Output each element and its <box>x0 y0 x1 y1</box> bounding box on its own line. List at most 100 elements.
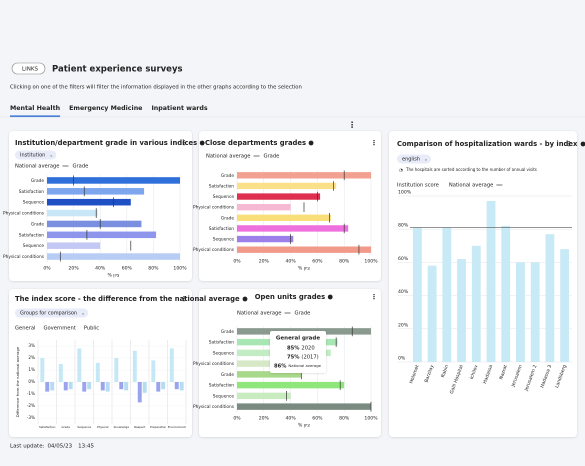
bar[interactable] <box>58 364 63 382</box>
charts: Institution/department grade in various … <box>3 139 585 429</box>
bar[interactable] <box>47 198 131 206</box>
category-label: Grade <box>221 329 234 335</box>
dropdown-label[interactable]: Groups for comparison <box>20 311 77 317</box>
bar[interactable] <box>237 204 291 211</box>
bar[interactable] <box>124 382 129 391</box>
bar[interactable] <box>87 382 92 390</box>
links-button[interactable] <box>11 62 46 75</box>
x-tick-label: 80% <box>148 266 159 272</box>
card-menu[interactable]: ⋮ <box>181 139 188 147</box>
legend-label: National average <box>449 183 494 189</box>
legend-label: National average <box>206 154 251 160</box>
bar[interactable] <box>412 227 422 362</box>
bar[interactable] <box>156 382 161 392</box>
bar[interactable] <box>95 362 100 382</box>
bar[interactable] <box>237 371 302 378</box>
y-tick-label: 20% <box>398 322 409 328</box>
bar[interactable] <box>560 249 570 362</box>
info-icon[interactable] <box>308 140 314 146</box>
bar[interactable] <box>545 234 555 362</box>
bar[interactable] <box>77 348 82 382</box>
bar[interactable] <box>151 360 156 382</box>
group-label: Grade <box>61 425 70 429</box>
category-label: Physical conditions <box>193 247 235 253</box>
bar[interactable] <box>237 392 291 400</box>
chart-title: Comparison of hospitalization wards - by… <box>397 140 578 148</box>
bar[interactable] <box>179 382 184 391</box>
x-tick-label: 20% <box>259 416 270 422</box>
bar[interactable] <box>471 245 481 362</box>
group-label: Respect <box>134 425 146 429</box>
bar[interactable] <box>47 220 142 228</box>
bar[interactable] <box>40 358 45 382</box>
legend-label: Grade <box>264 154 280 160</box>
info-icon[interactable] <box>580 141 585 147</box>
bar[interactable] <box>237 172 371 179</box>
bar[interactable] <box>237 214 331 221</box>
dropdown[interactable] <box>15 150 57 160</box>
tab[interactable]: Inpatient wards <box>151 105 207 112</box>
tab[interactable]: Mental Health <box>10 105 60 112</box>
bar[interactable] <box>530 262 540 362</box>
bar[interactable] <box>50 382 55 391</box>
bar[interactable] <box>142 382 147 393</box>
bar[interactable] <box>501 225 511 362</box>
bar[interactable] <box>427 265 437 362</box>
links-label[interactable]: LINKS <box>22 67 38 73</box>
bar[interactable] <box>47 242 101 249</box>
bar[interactable] <box>100 382 105 391</box>
info-icon[interactable] <box>327 294 333 300</box>
bar[interactable] <box>237 193 321 200</box>
bar[interactable] <box>137 382 142 403</box>
bar[interactable] <box>47 209 98 217</box>
bar[interactable] <box>442 227 452 362</box>
tab[interactable]: Emergency Medicine <box>69 105 142 112</box>
dropdown[interactable] <box>15 308 89 318</box>
bar[interactable] <box>82 382 87 392</box>
bar[interactable] <box>119 382 124 390</box>
category-label: Sequence <box>23 200 45 206</box>
bar[interactable] <box>47 253 180 260</box>
x-tick-label: Ichilov <box>469 364 480 380</box>
page-title: Patient experience surveys <box>52 65 183 75</box>
bar[interactable] <box>516 262 525 362</box>
bar[interactable] <box>105 382 110 392</box>
dropdown-label[interactable]: english <box>402 157 420 163</box>
card-menu[interactable]: ⋮ <box>566 140 573 148</box>
bar[interactable] <box>237 225 349 232</box>
card-menu[interactable]: ⋮ <box>371 293 378 301</box>
x-tick-label: 0% <box>233 259 241 265</box>
bar[interactable] <box>114 358 119 382</box>
bar[interactable] <box>237 235 294 243</box>
info-icon[interactable] <box>242 296 248 302</box>
bar[interactable] <box>237 403 371 410</box>
dropdown-label[interactable]: Institution <box>20 153 45 159</box>
bar[interactable] <box>169 348 174 382</box>
card-menu[interactable]: ⋮ <box>371 139 378 147</box>
y-tick-label: 3% <box>28 343 35 348</box>
x-tick-label: 40% <box>285 416 296 422</box>
info-icon[interactable] <box>199 140 205 146</box>
bar[interactable] <box>45 382 50 392</box>
bar[interactable] <box>237 182 337 190</box>
card-menu[interactable]: ⋮ <box>181 295 188 303</box>
x-tick-label: 60% <box>122 266 133 272</box>
bar[interactable] <box>237 381 345 389</box>
bar[interactable] <box>47 188 145 195</box>
bar[interactable] <box>174 382 179 390</box>
bar[interactable] <box>132 350 137 382</box>
legend-label: Grade <box>295 311 311 317</box>
menu-dots[interactable]: ⋮ <box>348 121 356 130</box>
bar[interactable] <box>457 259 466 362</box>
bar[interactable] <box>63 382 68 391</box>
bar[interactable] <box>237 246 371 253</box>
dropdown[interactable] <box>397 154 431 164</box>
bar[interactable] <box>47 177 180 184</box>
category-label: Sequence <box>213 194 235 200</box>
bar[interactable] <box>68 382 73 390</box>
bar[interactable] <box>161 382 166 390</box>
bar[interactable] <box>47 231 157 239</box>
category-label: Sequence <box>23 243 45 249</box>
group-label: Physical <box>97 425 109 429</box>
bar[interactable] <box>486 200 496 362</box>
